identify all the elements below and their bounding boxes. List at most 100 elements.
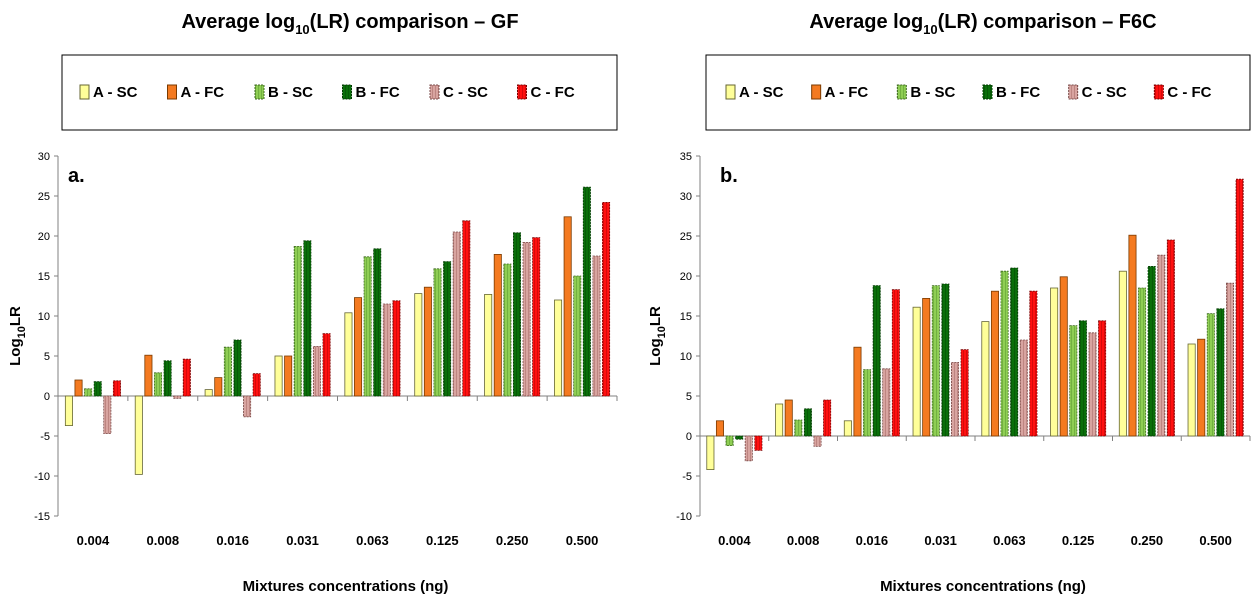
- bar: [392, 300, 401, 397]
- legend-label: B - SC: [910, 84, 955, 101]
- y-tick-label: 15: [38, 271, 50, 283]
- legend-swatch: [429, 84, 440, 100]
- legend-label: B - FC: [356, 84, 400, 101]
- y-tick-label: 5: [44, 351, 50, 363]
- bar: [1069, 325, 1078, 437]
- bar: [1088, 332, 1097, 437]
- panel-f6c: Average log10(LR) comparison – F6C A - SC…: [647, 11, 1251, 595]
- bar: [951, 361, 960, 437]
- legend-swatch: [896, 84, 907, 100]
- bar: [134, 395, 143, 475]
- bar: [891, 289, 900, 437]
- bar: [813, 435, 822, 447]
- bar: [74, 379, 83, 397]
- bar: [794, 419, 803, 437]
- panel-gf: Average log10(LR) comparison – GF A - SC A…: [7, 11, 618, 595]
- x-tick-label: 0.031: [924, 533, 957, 548]
- bar: [512, 232, 521, 397]
- y-tick-label: 5: [686, 391, 692, 403]
- bar: [1118, 270, 1127, 437]
- bar: [354, 297, 363, 397]
- bar: [863, 369, 872, 437]
- bar: [843, 420, 852, 437]
- bar: [1098, 320, 1107, 437]
- bar: [1078, 320, 1087, 437]
- bar: [503, 263, 512, 397]
- bar: [1029, 290, 1038, 437]
- bar: [602, 201, 611, 397]
- bar: [754, 435, 763, 451]
- bar: [293, 245, 302, 397]
- x-tick-label: 0.063: [993, 533, 1026, 548]
- chart-title: Average log10(LR) comparison – GF: [181, 11, 518, 37]
- bar: [484, 293, 493, 397]
- legend-box: [705, 54, 1251, 131]
- y-tick-label: 0: [44, 391, 50, 403]
- bar: [204, 389, 213, 397]
- bar: [214, 377, 223, 397]
- bar: [182, 358, 191, 397]
- bar: [706, 435, 715, 470]
- bar: [144, 354, 153, 397]
- bar: [443, 261, 452, 397]
- bar: [112, 380, 121, 397]
- y-tick-label: 10: [38, 311, 50, 323]
- bar: [784, 399, 793, 437]
- legend-label: A - FC: [825, 84, 869, 101]
- bar: [1050, 287, 1059, 437]
- x-tick-label: 0.500: [1199, 533, 1232, 548]
- panel-label: b.: [720, 165, 738, 187]
- bar: [493, 253, 502, 397]
- bar: [382, 303, 391, 397]
- bar: [882, 368, 891, 437]
- bar: [1157, 254, 1166, 437]
- y-tick-label: 25: [38, 191, 50, 203]
- legend-label: A - SC: [93, 84, 138, 101]
- bar: [1128, 234, 1137, 437]
- legend-label: C - FC: [531, 84, 575, 101]
- bar: [532, 237, 541, 397]
- bar: [363, 256, 372, 397]
- bar: [981, 321, 990, 437]
- y-tick-label: -10: [34, 471, 50, 483]
- bar: [284, 355, 293, 397]
- bar: [423, 286, 432, 397]
- legend-swatch: [342, 84, 352, 100]
- bar: [322, 333, 331, 397]
- y-tick-label: 30: [38, 151, 50, 163]
- x-tick-label: 0.008: [787, 533, 820, 548]
- bar: [715, 420, 724, 437]
- bar: [1059, 276, 1068, 437]
- x-tick-label: 0.125: [1062, 533, 1095, 548]
- bar: [303, 240, 312, 397]
- bar: [1147, 265, 1156, 437]
- legend-swatch: [1068, 84, 1079, 100]
- bar: [103, 395, 112, 434]
- y-axis-label: Log10LR: [647, 306, 668, 366]
- bar: [1206, 313, 1215, 437]
- y-tick-label: -15: [34, 511, 50, 523]
- legend-swatch: [1153, 84, 1164, 100]
- bar: [462, 220, 471, 397]
- y-tick-label: 20: [38, 231, 50, 243]
- x-axis-label: Mixtures concentrations (ng): [880, 578, 1086, 595]
- y-tick-label: 35: [680, 151, 692, 163]
- bar: [941, 283, 950, 437]
- bar: [990, 290, 999, 437]
- bar: [452, 231, 461, 397]
- bar: [522, 241, 531, 397]
- legend-swatch: [725, 84, 736, 100]
- bar: [592, 255, 601, 397]
- legend-label: C - FC: [1167, 84, 1211, 101]
- bar: [173, 395, 182, 399]
- bar: [872, 285, 881, 437]
- bar: [1197, 338, 1206, 437]
- bar: [1226, 282, 1235, 437]
- bar: [1216, 308, 1225, 437]
- x-tick-label: 0.016: [856, 533, 889, 548]
- bar: [922, 297, 931, 437]
- y-tick-label: 30: [680, 191, 692, 203]
- bar: [931, 285, 940, 437]
- x-tick-label: 0.008: [147, 533, 180, 548]
